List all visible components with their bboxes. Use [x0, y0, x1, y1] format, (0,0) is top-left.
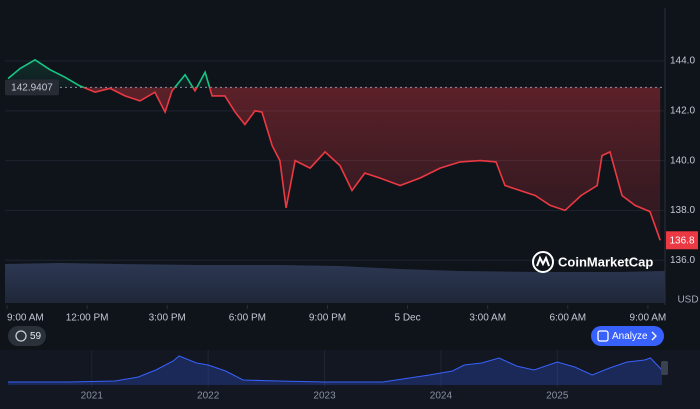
badge-text: 59	[30, 331, 42, 342]
nav-tick-label: 2024	[430, 391, 453, 402]
nav-tick-label: 2025	[546, 391, 569, 402]
navigator-handle[interactable]	[661, 361, 668, 375]
watermark-logo	[532, 251, 554, 273]
x-tick-label: 3:00 PM	[149, 313, 186, 324]
button-icon	[597, 330, 609, 342]
x-tick-label: 9:00 PM	[309, 313, 346, 324]
y-tick-label: 142.0	[670, 105, 695, 116]
nav-fill	[8, 356, 662, 385]
watermark-text: CoinMarketCap	[558, 254, 653, 269]
y-tick-label: 138.0	[670, 205, 695, 216]
badge-icon	[15, 330, 27, 342]
watermark-logo	[536, 255, 550, 267]
analyze-button[interactable]: Analyze	[591, 326, 664, 346]
price-line	[7, 58, 661, 241]
button-text[interactable]: Analyze	[612, 331, 648, 342]
x-tick-label: 9:00 AM	[7, 313, 44, 324]
button-bg[interactable]	[591, 326, 664, 346]
x-tick-label: 12:00 PM	[66, 313, 109, 324]
nav-line	[8, 355, 663, 383]
y-axis-label: USD	[677, 295, 698, 306]
nav-tick-label: 2022	[197, 391, 220, 402]
baseline-label-bg	[5, 79, 59, 96]
x-tick-label: 6:00 AM	[549, 313, 586, 324]
x-tick-label: 6:00 PM	[229, 313, 266, 324]
nav-tick-label: 2021	[81, 391, 104, 402]
badge-bg[interactable]	[8, 326, 46, 346]
x-tick-label: 3:00 AM	[469, 313, 506, 324]
y-tick-label: 140.0	[670, 155, 695, 166]
y-tick-label: 136.0	[670, 255, 695, 266]
y-tick-label: 144.0	[670, 56, 695, 67]
watermark: CoinMarketCap	[532, 251, 653, 273]
baseline-label: 142.9407	[11, 83, 53, 94]
x-tick-label: 9:00 AM	[630, 313, 667, 324]
nav-tick-label: 2023	[313, 391, 336, 402]
badge[interactable]: 59	[8, 326, 46, 346]
current-price-label: 136.8	[669, 235, 694, 246]
x-tick-label: 5 Dec	[395, 313, 421, 324]
current-price-bg	[666, 231, 698, 250]
button-chevron	[651, 331, 657, 341]
price-fill	[8, 59, 661, 241]
navigator-bg	[0, 350, 700, 409]
volume-area	[5, 263, 665, 303]
